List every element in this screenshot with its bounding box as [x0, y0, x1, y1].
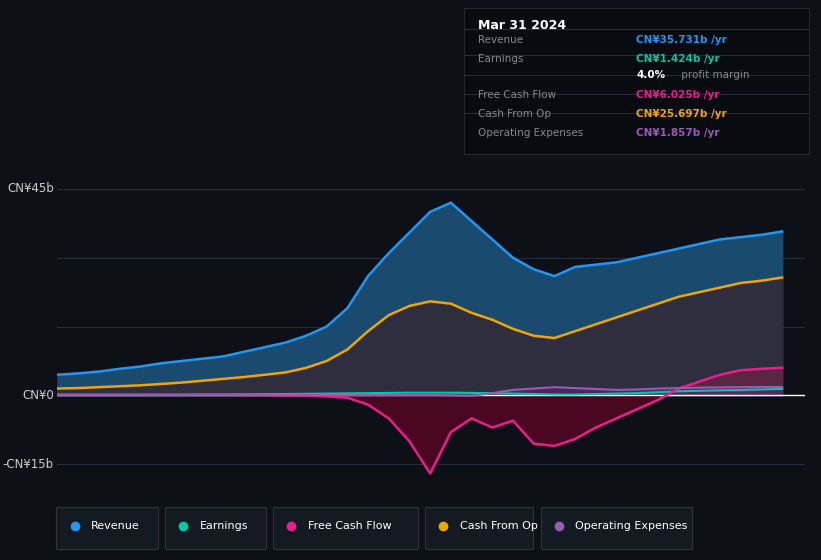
Text: Revenue: Revenue — [478, 35, 523, 45]
Text: Earnings: Earnings — [200, 521, 248, 531]
Text: Earnings: Earnings — [478, 54, 523, 63]
Text: Free Cash Flow: Free Cash Flow — [308, 521, 392, 531]
FancyBboxPatch shape — [165, 507, 266, 549]
Text: CN¥45b: CN¥45b — [7, 183, 53, 195]
Text: Mar 31 2024: Mar 31 2024 — [478, 18, 566, 31]
Text: profit margin: profit margin — [677, 69, 749, 80]
Text: Free Cash Flow: Free Cash Flow — [478, 90, 556, 100]
Text: Operating Expenses: Operating Expenses — [576, 521, 688, 531]
Text: CN¥1.857b /yr: CN¥1.857b /yr — [636, 128, 720, 138]
Text: Cash From Op: Cash From Op — [460, 521, 538, 531]
Text: CN¥6.025b /yr: CN¥6.025b /yr — [636, 90, 720, 100]
FancyBboxPatch shape — [273, 507, 418, 549]
FancyBboxPatch shape — [540, 507, 692, 549]
Text: CN¥35.731b /yr: CN¥35.731b /yr — [636, 35, 727, 45]
Text: CN¥1.424b /yr: CN¥1.424b /yr — [636, 54, 720, 63]
Text: 4.0%: 4.0% — [636, 69, 665, 80]
Text: CN¥0: CN¥0 — [22, 389, 53, 402]
FancyBboxPatch shape — [425, 507, 534, 549]
Text: Cash From Op: Cash From Op — [478, 109, 551, 119]
Text: -CN¥15b: -CN¥15b — [2, 458, 53, 471]
Text: Revenue: Revenue — [91, 521, 140, 531]
Text: CN¥25.697b /yr: CN¥25.697b /yr — [636, 109, 727, 119]
FancyBboxPatch shape — [57, 507, 158, 549]
Text: Operating Expenses: Operating Expenses — [478, 128, 583, 138]
